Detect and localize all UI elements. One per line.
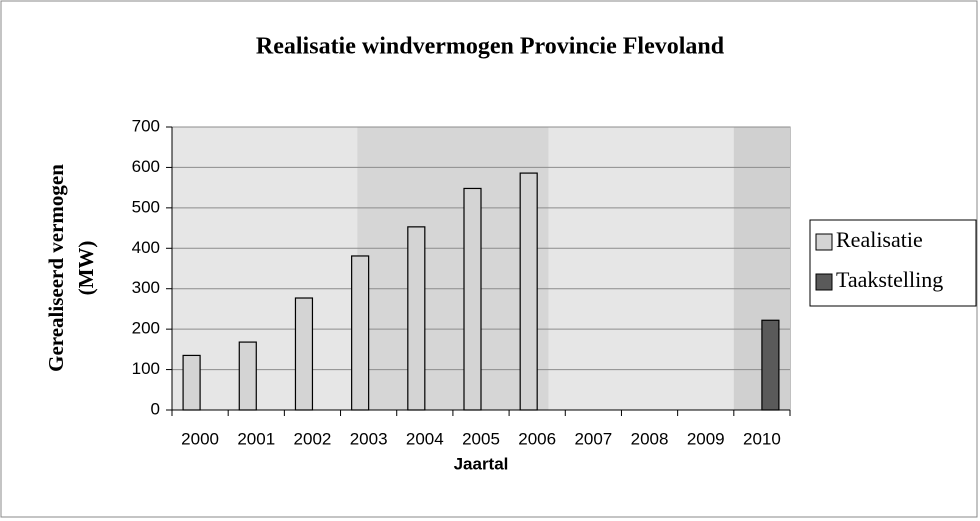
x-tick-label: 2003 (350, 429, 388, 448)
bar (351, 255, 370, 411)
y-tick-label: 700 (132, 116, 160, 135)
y-tick-label: 100 (132, 359, 160, 378)
x-tick-label: 2008 (631, 429, 669, 448)
legend-label: Taakstelling (836, 267, 943, 292)
plot-shade (357, 127, 549, 410)
legend-box (809, 219, 977, 307)
y-tick-label: 300 (132, 278, 160, 297)
bar (294, 297, 314, 411)
y-axis-title: Gerealiseerd vermogen (44, 164, 68, 372)
x-axis-title: Jaartal (454, 454, 509, 473)
legend-swatch (815, 273, 833, 291)
x-tick-label: 2002 (294, 429, 332, 448)
bar (407, 226, 426, 411)
bar (182, 354, 201, 411)
y-tick-label: 0 (151, 399, 160, 418)
x-tick-label: 2007 (574, 429, 612, 448)
x-tick-label: 2009 (687, 429, 725, 448)
chart-title: Realisatie windvermogen Provincie Flevol… (256, 34, 725, 60)
legend-swatch (815, 233, 833, 251)
bar (761, 319, 780, 411)
y-axis-title: (MW) (74, 241, 98, 296)
x-tick-label: 2004 (406, 429, 444, 448)
bar (463, 187, 482, 411)
y-tick-label: 200 (132, 319, 160, 338)
y-tick-label: 500 (132, 197, 160, 216)
x-tick-label: 2006 (518, 429, 556, 448)
y-tick-label: 400 (132, 238, 160, 257)
legend-label: Realisatie (836, 227, 923, 252)
bar (519, 172, 538, 411)
bar (238, 341, 257, 411)
x-tick-label: 2010 (743, 429, 781, 448)
x-tick-label: 2001 (237, 429, 275, 448)
y-tick-label: 600 (132, 157, 160, 176)
x-tick-label: 2005 (462, 429, 500, 448)
x-tick-label: 2000 (181, 429, 219, 448)
